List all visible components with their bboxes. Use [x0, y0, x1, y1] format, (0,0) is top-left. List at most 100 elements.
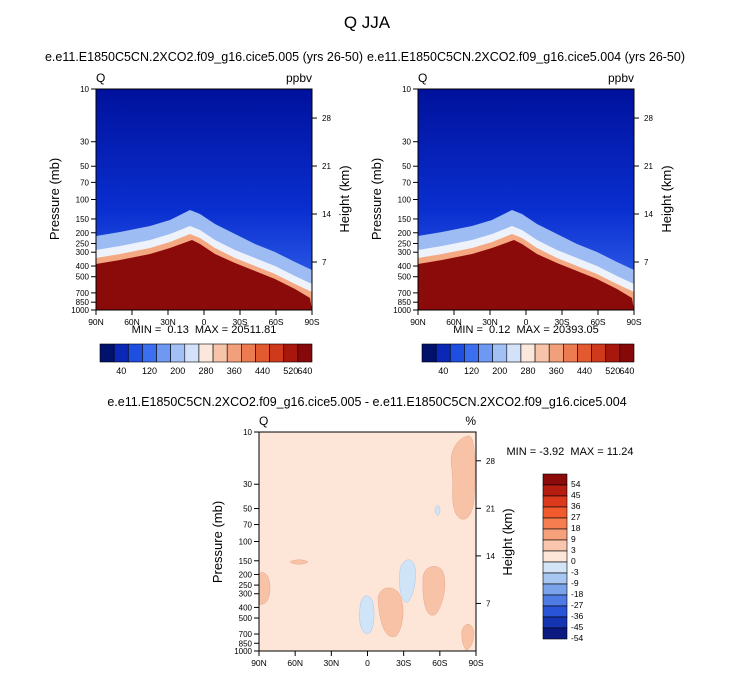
x-tick-label: 30S	[396, 658, 411, 668]
x-tick-label: 60S	[432, 658, 447, 668]
colorbar-label: -27	[571, 600, 584, 610]
y-tick-label: 250	[398, 239, 412, 248]
panel-diff-ylabel-right: Height (km)	[500, 508, 515, 575]
y-tick-label: 500	[239, 614, 253, 623]
x-tick-label: 60S	[268, 317, 283, 327]
colorbar-label: 200	[170, 366, 185, 376]
colorbar-label: 520	[605, 366, 620, 376]
height-tick-label: 28	[322, 114, 331, 123]
colorbar-label: 0	[571, 556, 576, 566]
height-tick-label: 14	[644, 210, 653, 219]
colorbar-label: 280	[520, 366, 535, 376]
colorbar-swatch	[142, 343, 157, 363]
diff-positive-blob-6	[461, 624, 475, 651]
y-tick-label: 400	[76, 262, 90, 271]
colorbar-swatch	[563, 343, 578, 363]
panel-a-left-label: Q	[96, 71, 105, 85]
colorbar-label: 120	[142, 366, 157, 376]
diff-positive-blob-5	[289, 559, 309, 565]
y-tick-label: 100	[76, 196, 90, 205]
y-tick-label: 400	[398, 262, 412, 271]
panel-b-ylabel: Pressure (mb)	[369, 158, 384, 240]
x-tick-label: 30N	[482, 317, 498, 327]
y-tick-label: 400	[239, 603, 253, 612]
x-tick-label: 90S	[626, 317, 641, 327]
colorbar-swatch	[421, 343, 437, 363]
x-tick-label: 90N	[251, 658, 267, 668]
diff-negative-blob-3	[434, 505, 441, 516]
height-tick-label: 7	[486, 599, 491, 608]
colorbar-swatch	[542, 583, 568, 596]
colorbar-label: -54	[571, 633, 584, 643]
colorbar-swatch	[506, 343, 522, 363]
colorbar-label: 40	[116, 366, 126, 376]
y-tick-label: 30	[243, 480, 252, 489]
colorbar-label: 520	[283, 366, 298, 376]
diff-positive-blob-3	[377, 587, 404, 638]
panel-b-ylabel-right: Height (km)	[659, 165, 674, 232]
y-tick-label: 10	[402, 85, 411, 94]
colorbar-swatch	[492, 343, 508, 363]
y-tick-label: 200	[398, 229, 412, 238]
colorbar-swatch	[542, 528, 568, 541]
panel-diff-x-ticks: 90N 60N 30N 0 30S 60S 90S	[251, 651, 484, 668]
panel-b-height-ticks: 28 21 14 7	[634, 114, 653, 267]
y-tick-label: 700	[398, 289, 412, 298]
y-tick-label: 200	[239, 570, 253, 579]
colorbar-label: 280	[198, 366, 213, 376]
panel-a-troposphere	[96, 240, 312, 310]
x-tick-label: 30N	[160, 317, 176, 327]
x-tick-label: 60N	[446, 317, 462, 327]
panel-b-troposphere	[418, 240, 634, 310]
colorbar-swatch	[542, 605, 568, 618]
colorbar-label: -3	[571, 567, 579, 577]
colorbar-swatch	[297, 343, 313, 363]
height-tick-label: 21	[322, 162, 331, 171]
y-tick-label: 700	[239, 630, 253, 639]
diff-positive-blob-2	[422, 566, 446, 616]
panel-a-right-label: ppbv	[286, 71, 312, 85]
colorbar-label: 36	[571, 501, 581, 511]
y-tick-label: 70	[402, 178, 411, 187]
x-tick-label: 0	[524, 317, 529, 327]
colorbar-swatch	[170, 343, 186, 363]
y-tick-label: 200	[76, 229, 90, 238]
height-tick-label: 14	[322, 210, 331, 219]
colorbar-swatch	[542, 627, 568, 640]
y-tick-label: 850	[76, 298, 90, 307]
colorbar-label: 9	[571, 534, 576, 544]
height-tick-label: 21	[644, 162, 653, 171]
y-tick-label: 150	[398, 215, 412, 224]
panel-b-right-label: ppbv	[608, 71, 634, 85]
colorbar-label: 200	[492, 366, 507, 376]
colorbar-label: 27	[571, 512, 581, 522]
y-tick-label: 100	[239, 538, 253, 547]
colorbar-label: 360	[549, 366, 564, 376]
colorbar-swatch	[113, 343, 129, 363]
colorbar-label: 440	[255, 366, 270, 376]
y-tick-label: 250	[76, 239, 90, 248]
panel-a-x-ticks: 90N 60N 30N 0 30S 60S 90S	[88, 310, 320, 327]
panel-a-colorbar: 40 120 200 280 360 440 520 640	[99, 343, 313, 376]
colorbar-swatch	[241, 343, 256, 363]
height-tick-label: 28	[486, 457, 495, 466]
x-tick-label: 90S	[304, 317, 319, 327]
colorbar-swatch	[449, 343, 465, 363]
height-tick-label: 28	[644, 114, 653, 123]
y-tick-label: 30	[80, 138, 89, 147]
colorbar-swatch	[605, 343, 621, 363]
y-tick-label: 1000	[393, 306, 411, 315]
height-tick-label: 14	[486, 552, 495, 561]
panel-a-subtitle: e.e11.E1850C5CN.2XCO2.f09_g16.cice5.005 …	[45, 50, 363, 64]
height-tick-label: 7	[322, 258, 327, 267]
panel-diff-height-ticks: 28 21 14 7	[476, 457, 495, 608]
x-tick-label: 30N	[324, 658, 340, 668]
colorbar-swatch	[269, 343, 285, 363]
y-tick-label: 70	[243, 521, 252, 530]
colorbar-swatch	[542, 473, 568, 486]
colorbar-swatch	[542, 539, 568, 552]
panel-diff-stats: MIN = -3.92 MAX = 11.24	[507, 446, 634, 458]
colorbar-label: 360	[227, 366, 242, 376]
y-tick-label: 300	[398, 248, 412, 257]
